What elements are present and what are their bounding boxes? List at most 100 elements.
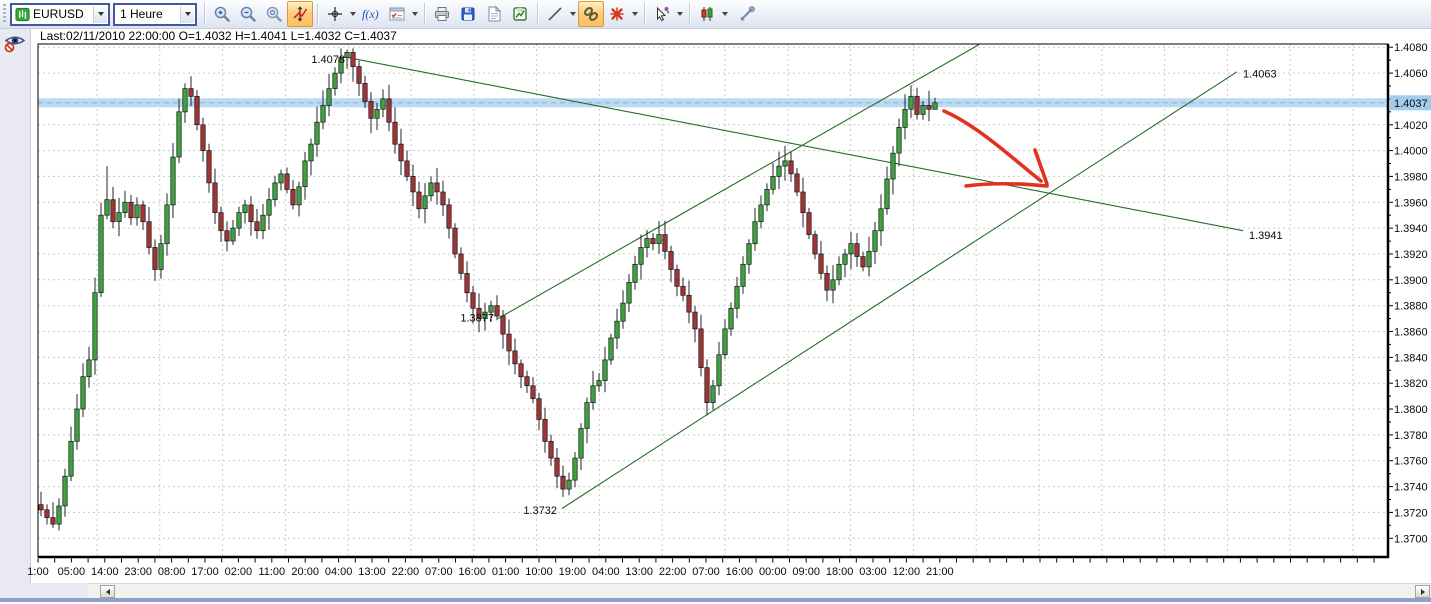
save-icon [461,7,475,21]
svg-text:16:00: 16:00 [458,566,486,578]
svg-text:19:00: 19:00 [559,566,587,578]
zoom-reset-button[interactable] [261,1,287,27]
svg-text:10:00: 10:00 [525,566,553,578]
display-options-dropdown-arrow[interactable] [410,2,420,26]
period-combo-arrow[interactable] [180,5,194,23]
horizontal-scrollbar[interactable] [88,583,1431,598]
svg-text:18:00: 18:00 [826,566,854,578]
x-axis: 1:00 05:00 14:00 23:00 08:00 17:00 02:00 11:00 2… [27,558,1375,578]
svg-text:02:00: 02:00 [225,566,253,578]
eye-icon [4,36,26,53]
toolbar-separator [317,3,318,25]
svg-text:09:00: 09:00 [792,566,820,578]
zoom-out-icon [240,6,256,22]
svg-text:1.3820: 1.3820 [1394,378,1428,390]
chart-style-dropdown-arrow[interactable] [720,2,730,26]
candles-layer [38,48,938,531]
svg-text:04:00: 04:00 [592,566,620,578]
print-button[interactable] [429,1,455,27]
delete-drawings-button[interactable] [604,1,630,27]
toggle-visibility-button[interactable] [3,31,27,55]
save-button[interactable] [455,1,481,27]
svg-text:1.4020: 1.4020 [1394,120,1428,132]
plot-frame [37,43,1390,559]
zoom-in-icon [214,6,230,22]
svg-text:1.3720: 1.3720 [1394,507,1428,519]
symbol-combo-arrow[interactable] [93,5,107,23]
crosshair-dropdown-arrow[interactable] [348,2,358,26]
trendline-rising-channel-lower[interactable] [561,71,1238,509]
svg-text:00:00: 00:00 [759,566,787,578]
y-axis: 1.40801.40601.40401.40201.40001.39801.39… [1388,42,1428,545]
svg-text:13:00: 13:00 [358,566,386,578]
svg-text:1.4037: 1.4037 [1394,98,1428,110]
scroll-left-button[interactable] [100,585,115,598]
auto-scale-toggle[interactable] [287,1,313,27]
save-chart-button[interactable] [507,1,533,27]
svg-text:22:00: 22:00 [659,566,687,578]
svg-text:13:00: 13:00 [625,566,653,578]
toolbar-separator [644,3,645,25]
new-document-button[interactable] [481,1,507,27]
line-tool-dropdown-arrow[interactable] [568,2,578,26]
svg-text:1.3960: 1.3960 [1394,197,1428,209]
toolbar-grip[interactable] [3,4,6,24]
zoom-reset-icon [266,6,282,22]
svg-text:20:00: 20:00 [291,566,319,578]
scroll-left-icon [105,588,110,595]
svg-text:04:00: 04:00 [325,566,353,578]
settings-button[interactable] [734,1,760,27]
window-bottom-edge [0,598,1431,602]
bottom-left-strip [0,583,88,598]
svg-text:1.3780: 1.3780 [1394,430,1428,442]
drawn-arrow-annotation[interactable] [942,109,1049,188]
svg-text:1.3980: 1.3980 [1394,171,1428,183]
crosshair-button[interactable] [322,1,348,27]
chart-style-button[interactable] [694,1,720,27]
svg-text:1.3941: 1.3941 [1249,230,1283,242]
auto-scale-icon [293,6,308,22]
current-price-badge: 1.4037 [1390,95,1431,111]
line-tool-button[interactable] [542,1,568,27]
period-combo[interactable]: 1 Heure [113,2,197,26]
pointer-tool-dropdown-arrow[interactable] [675,2,685,26]
chart-plot-area[interactable] [38,44,1388,557]
pointer-tool-button[interactable] [649,1,675,27]
pointer-tool-icon [657,6,670,22]
svg-text:07:00: 07:00 [692,566,720,578]
toolbar-separator [689,3,690,25]
scroll-right-icon [1420,588,1425,595]
svg-text:21:00: 21:00 [926,566,954,578]
trendlines-layer[interactable] [347,44,1244,509]
current-price-line [38,98,1388,108]
chart-style-icon [701,7,713,21]
zoom-out-button[interactable] [235,1,261,27]
delete-drawings-icon [610,7,624,21]
line-tool-icon [548,7,562,21]
svg-text:05:00: 05:00 [58,566,86,578]
settings-icon [740,6,755,21]
display-options-button[interactable] [384,1,410,27]
symbol-combo[interactable]: EURUSD [10,2,110,26]
trendline-descending-resistance[interactable] [347,57,1244,232]
mini-chart-icon [15,7,30,21]
scroll-right-button[interactable] [1415,585,1430,598]
svg-text:16:00: 16:00 [726,566,754,578]
svg-text:1.4078: 1.4078 [311,54,345,66]
svg-text:22:00: 22:00 [392,566,420,578]
zoom-in-button[interactable] [209,1,235,27]
toolbar-separator [424,3,425,25]
svg-text:1.3900: 1.3900 [1394,275,1428,287]
print-icon [435,7,449,21]
indicators-button[interactable]: f(x) [358,1,384,27]
toolbar-separator [204,3,205,25]
trendline-rising-channel-upper[interactable] [497,44,980,320]
link-tool-toggle[interactable] [578,1,604,27]
display-options-icon [389,7,405,21]
svg-text:1.3940: 1.3940 [1394,223,1428,235]
svg-text:1.3840: 1.3840 [1394,352,1428,364]
svg-text:1.3760: 1.3760 [1394,456,1428,468]
delete-drawings-dropdown-arrow[interactable] [630,2,640,26]
svg-text:1.4060: 1.4060 [1394,68,1428,80]
